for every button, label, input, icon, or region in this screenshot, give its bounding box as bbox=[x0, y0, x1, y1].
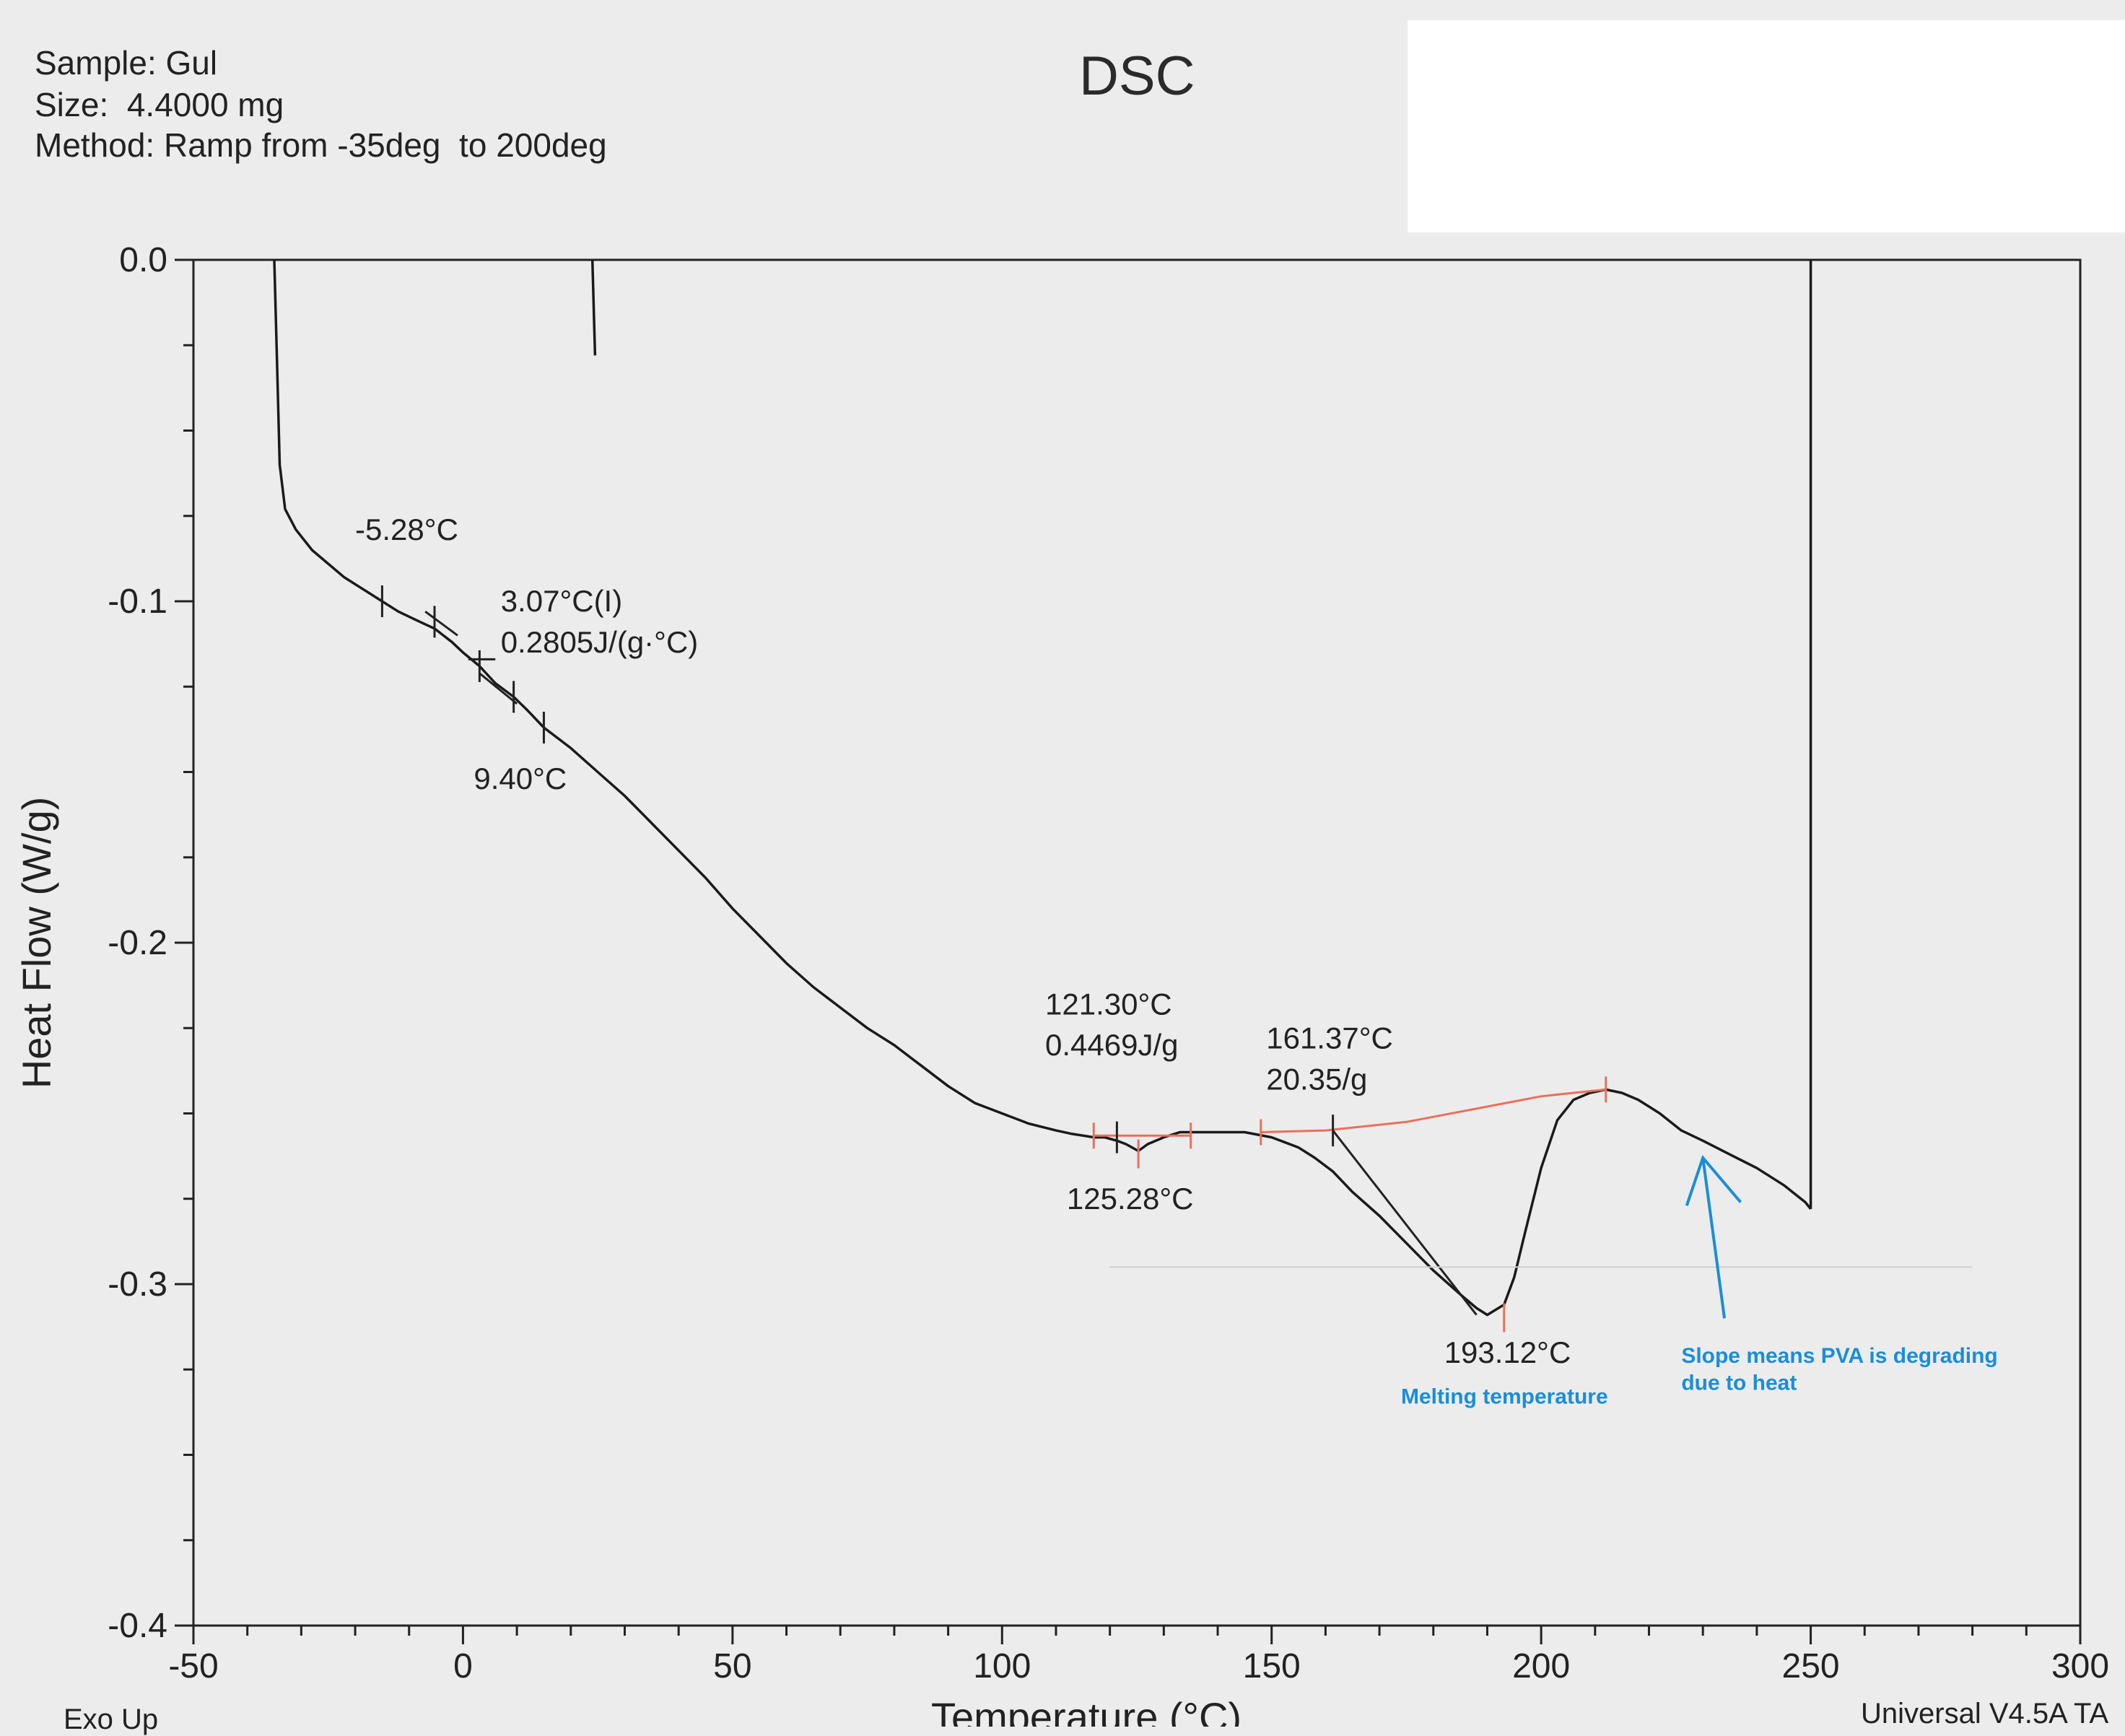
annotation-label: -5.28°C bbox=[355, 512, 458, 546]
callout-text: Melting temperature bbox=[1401, 1385, 1608, 1409]
arrow-head bbox=[1685, 1155, 1742, 1206]
annotation-label: 9.40°C bbox=[474, 762, 567, 795]
annotation-label: 125.28°C bbox=[1067, 1182, 1194, 1216]
annotation-label: 0.2805J/(g·°C) bbox=[501, 625, 699, 659]
sample-label: Sample: Gul bbox=[35, 44, 218, 82]
y-tick-label: 0.0 bbox=[119, 241, 167, 279]
arrow-shaft bbox=[1701, 1157, 1727, 1319]
y-axis-label: Heat Flow (W/g) bbox=[14, 797, 59, 1089]
x-tick-label: 0 bbox=[453, 1647, 473, 1685]
tangent-line bbox=[424, 610, 458, 637]
x-tick-label: 100 bbox=[973, 1647, 1031, 1685]
callout-text: due to heat bbox=[1681, 1371, 1797, 1395]
software-version-label: Universal V4.5A TA bbox=[1861, 1698, 2109, 1730]
redacted-block bbox=[1408, 20, 2125, 232]
annotation-label: 0.4469J/g bbox=[1045, 1028, 1179, 1062]
y-tick-label: -0.3 bbox=[108, 1265, 167, 1304]
chart-title: DSC bbox=[1079, 45, 1195, 107]
x-tick-label: 300 bbox=[2051, 1647, 2109, 1685]
x-tick-label: 50 bbox=[713, 1647, 751, 1685]
baseline-161 bbox=[1260, 1088, 1606, 1133]
onset-tangent-line bbox=[1332, 1130, 1478, 1316]
x-tick-label: -50 bbox=[168, 1647, 218, 1685]
method-label: Method: Ramp from -35deg to 200deg bbox=[35, 126, 607, 164]
y-tick-label: -0.4 bbox=[108, 1607, 167, 1645]
y-tick-label: -0.2 bbox=[108, 924, 167, 962]
annotation-label: 161.37°C bbox=[1266, 1021, 1393, 1055]
x-tick-label: 200 bbox=[1512, 1647, 1570, 1685]
exo-up-label: Exo Up bbox=[64, 1704, 159, 1735]
annotation-label: 193.12°C bbox=[1444, 1335, 1571, 1369]
plot-frame bbox=[192, 258, 2082, 1627]
annotation-label: 20.35/g bbox=[1266, 1062, 1367, 1096]
series-line-0 bbox=[273, 259, 1812, 1317]
annotation-label: 121.30°C bbox=[1045, 987, 1172, 1021]
x-axis-label: Temperature (°C) bbox=[931, 1694, 1242, 1727]
y-tick-label: -0.1 bbox=[108, 583, 167, 621]
x-tick-label: 250 bbox=[1782, 1647, 1840, 1685]
x-tick-label: 150 bbox=[1243, 1647, 1301, 1685]
series-line-2 bbox=[590, 259, 597, 356]
tangent-line bbox=[478, 672, 518, 705]
size-label: Size: 4.4000 mg bbox=[35, 86, 284, 123]
callout-text: Slope means PVA is degrading bbox=[1681, 1344, 1997, 1368]
annotation-label: 3.07°C(I) bbox=[501, 584, 623, 618]
